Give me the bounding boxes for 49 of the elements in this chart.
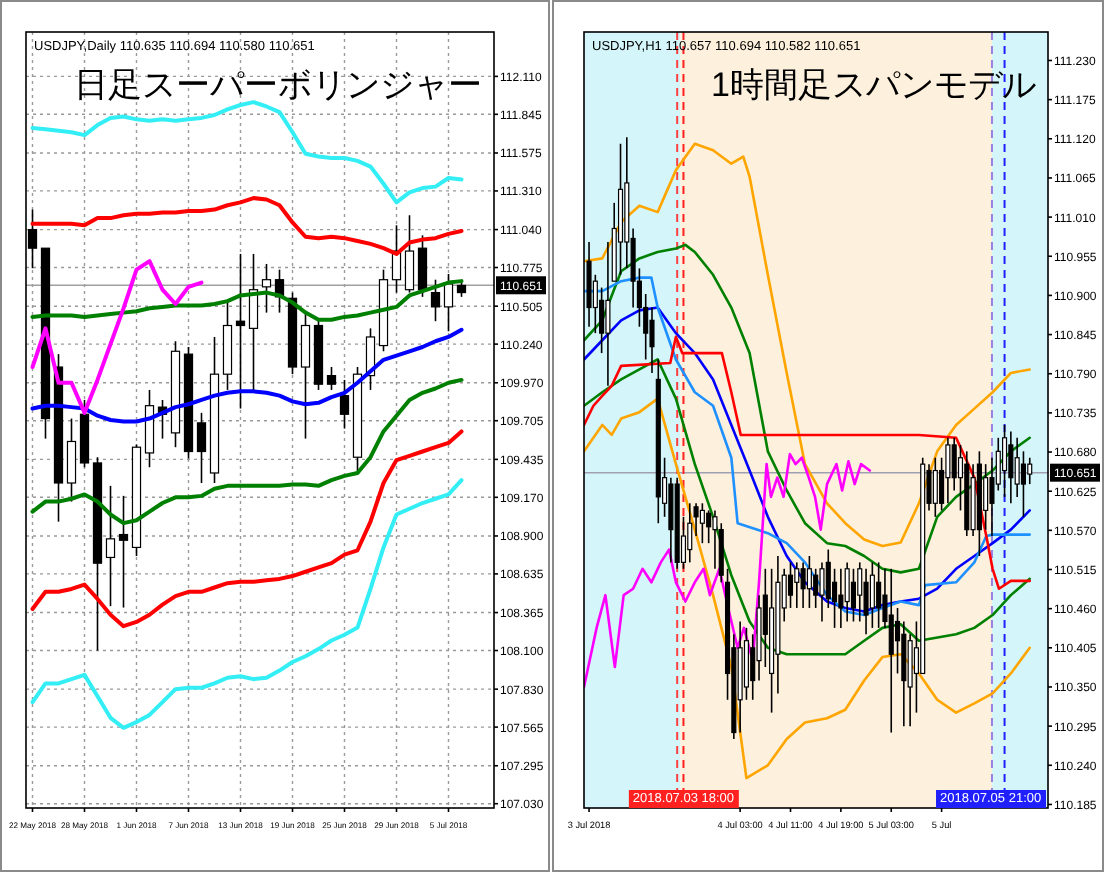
candlestick — [869, 561, 875, 629]
candlestick — [235, 253, 246, 410]
line-series — [30, 100, 464, 205]
candlestick — [876, 561, 882, 629]
line-series — [30, 429, 464, 629]
candlestick — [430, 278, 441, 323]
line-series — [584, 397, 1032, 780]
candlestick — [699, 502, 705, 544]
candlestick — [844, 561, 850, 623]
candlestick — [787, 561, 794, 609]
line-series — [584, 335, 1032, 591]
candlestick — [261, 263, 272, 314]
candlestick — [339, 379, 350, 430]
candlestick — [983, 463, 989, 531]
candlestick — [417, 234, 428, 298]
candlestick — [326, 366, 337, 391]
candlestick — [105, 485, 116, 607]
candlestick — [819, 561, 825, 623]
candlestick — [687, 502, 693, 564]
candlestick — [945, 437, 951, 505]
line-series — [30, 377, 464, 526]
candlestick — [66, 417, 77, 503]
candlestick — [300, 311, 311, 440]
candlestick — [850, 567, 857, 623]
candlestick — [1002, 424, 1008, 498]
text: 日足スーパーボリンジャー — [74, 66, 482, 104]
candlestick — [863, 567, 869, 636]
candlestick — [838, 567, 844, 629]
candlestick — [800, 561, 806, 609]
text: 1時間足スパンモデル — [711, 66, 1036, 104]
candlestick — [1008, 430, 1014, 505]
candlestick — [404, 214, 415, 294]
candlestick — [118, 495, 129, 609]
line-series — [30, 478, 464, 730]
line-series — [30, 327, 464, 424]
candlestick — [1020, 450, 1026, 518]
candlestick — [932, 456, 938, 518]
line-series — [584, 243, 1032, 574]
candlestick — [196, 412, 207, 484]
line-series — [584, 142, 1032, 548]
candlestick — [806, 555, 812, 609]
line-series — [584, 452, 872, 689]
line-series — [584, 358, 1032, 656]
candlestick — [1027, 456, 1033, 485]
candlestick — [443, 273, 454, 333]
candlestick — [144, 389, 155, 469]
line-series — [30, 259, 204, 415]
candlestick — [888, 567, 894, 734]
candlestick — [794, 561, 800, 609]
